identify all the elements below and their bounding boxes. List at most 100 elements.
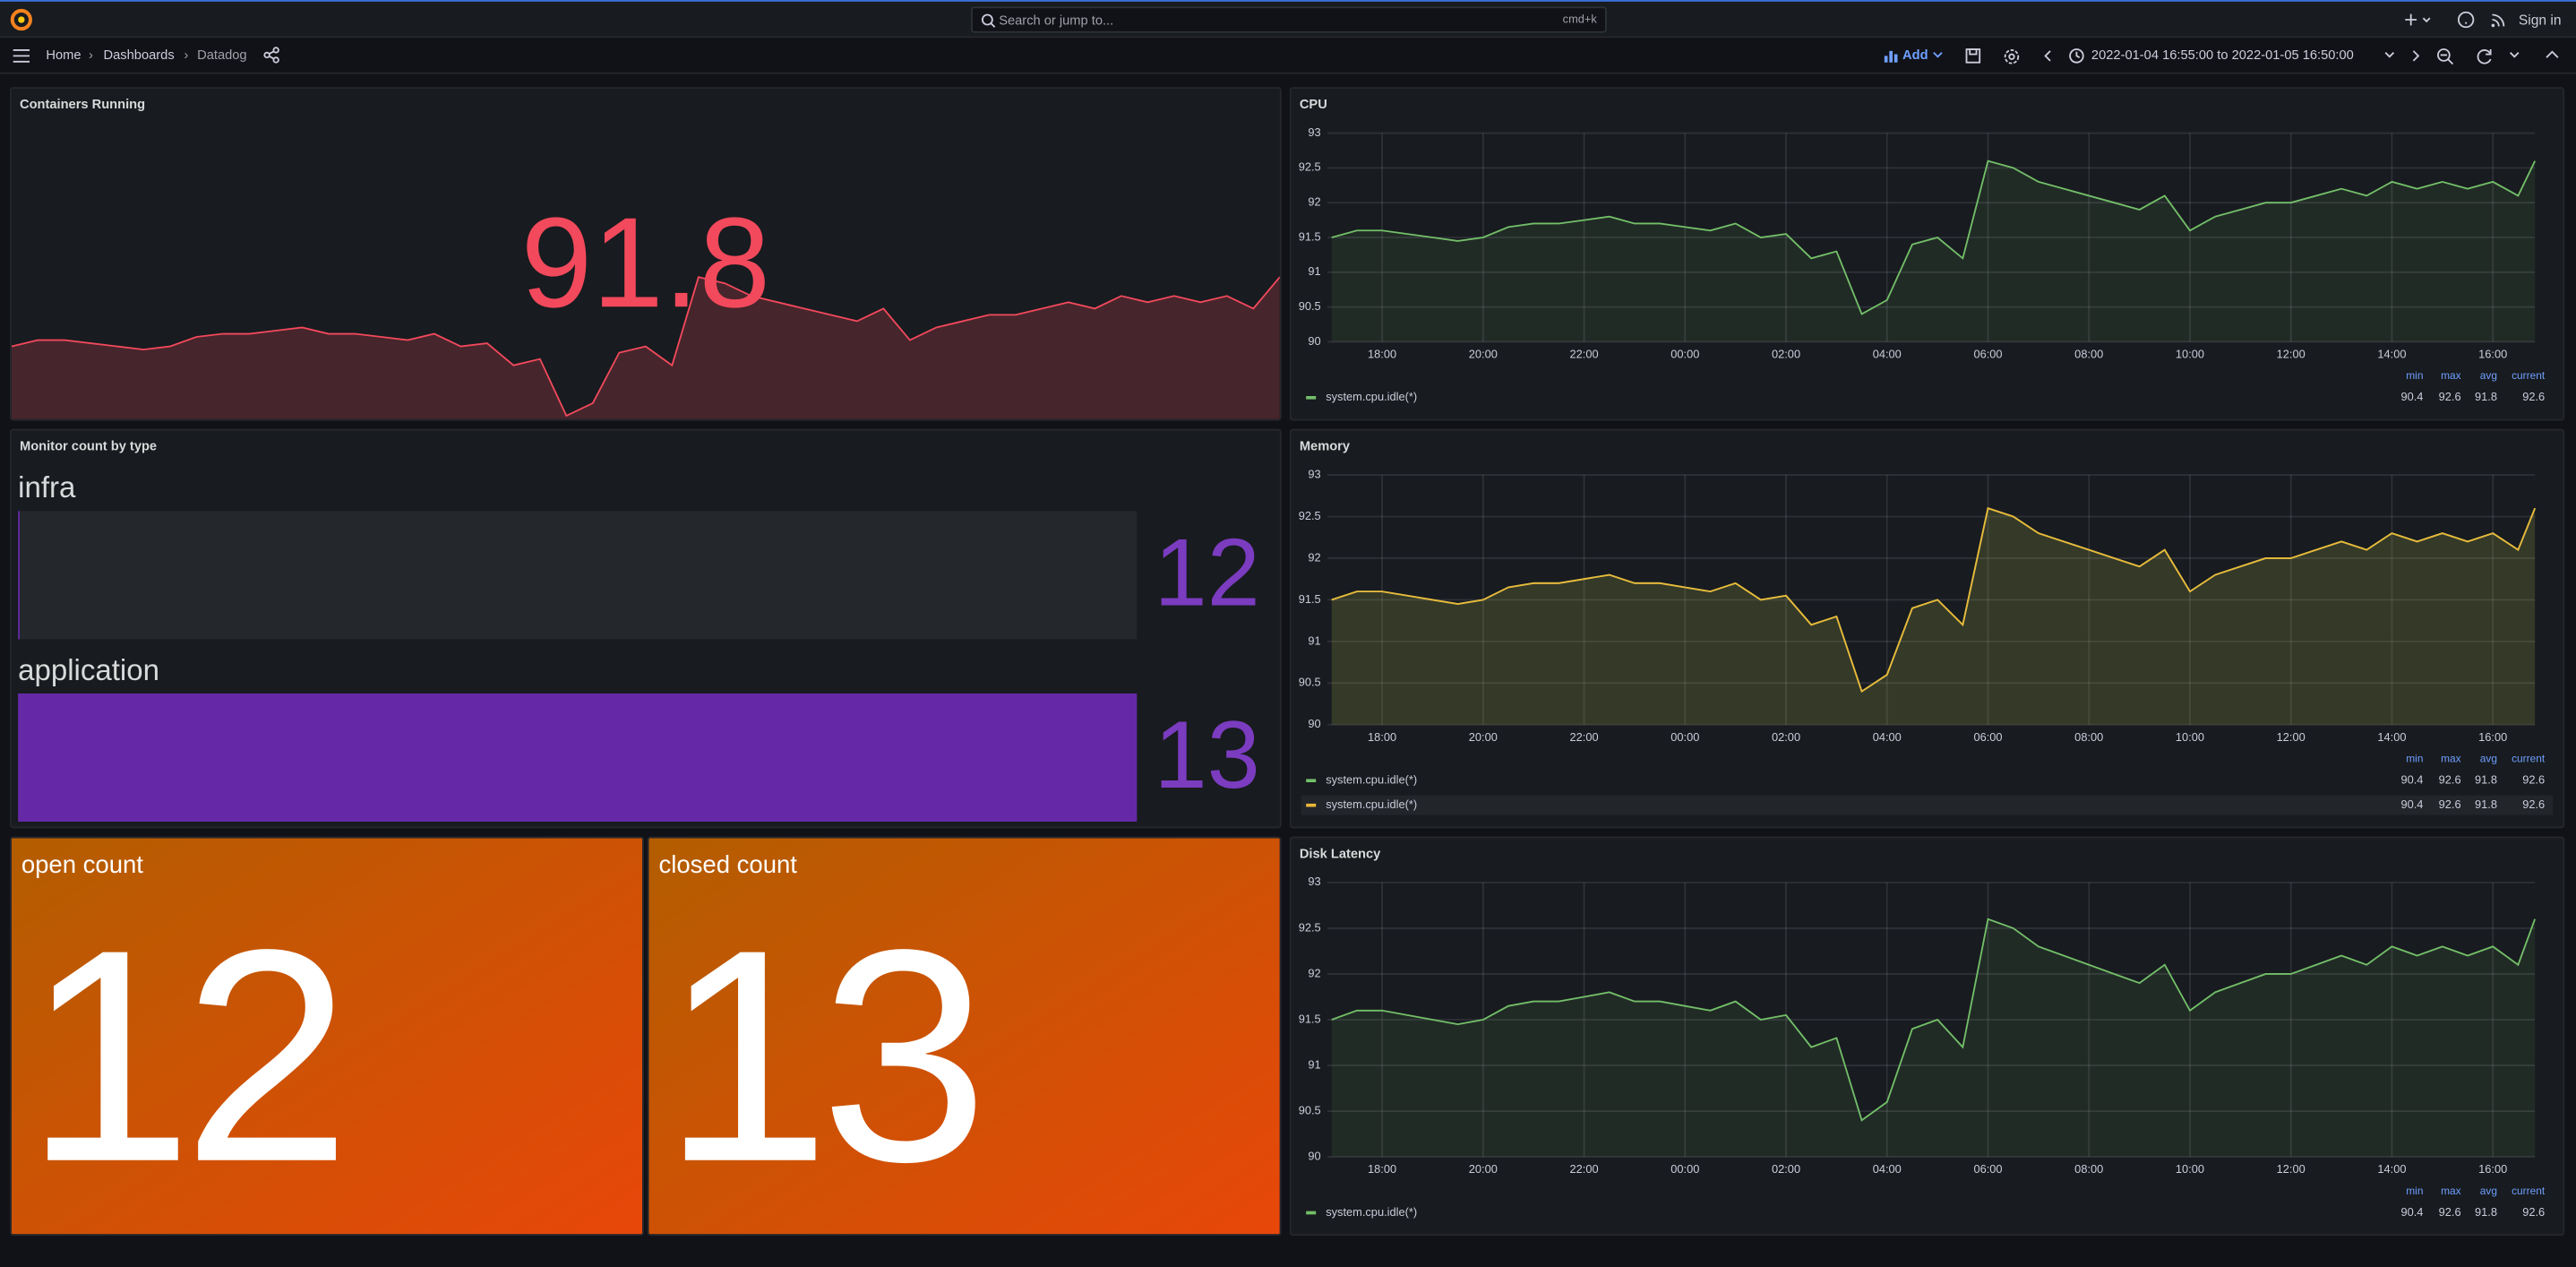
gauge-label: application xyxy=(18,653,159,686)
menu-icon[interactable] xyxy=(12,46,31,65)
panel-title: open count xyxy=(21,850,143,878)
legend-row-highlight xyxy=(1301,795,2554,815)
x-tick-label: 20:00 xyxy=(1469,730,1498,744)
add-caret xyxy=(1933,52,1943,58)
panel: Containers Running 91.8 xyxy=(10,87,1282,421)
panel-title: Containers Running xyxy=(20,98,145,112)
share-icon[interactable] xyxy=(262,46,280,64)
x-tick-label: 04:00 xyxy=(1873,1162,1902,1176)
legend-header: avg xyxy=(2480,1185,2497,1197)
legend-stat: 92.6 xyxy=(2522,1205,2545,1219)
time-range[interactable]: 2022-01-04 16:55:00 to 2022-01-05 16:50:… xyxy=(2091,47,2354,63)
panel-chart: Memory 90 90.5 91 91.5 92 92.5 93 18:00 20:00 22:0… xyxy=(1299,440,2554,815)
legend-header: min xyxy=(2406,1185,2423,1197)
x-tick-label: 06:00 xyxy=(1973,348,2002,361)
y-tick-label: 91 xyxy=(1308,264,1320,278)
x-tick-label: 18:00 xyxy=(1368,730,1396,744)
y-tick-label: 90 xyxy=(1308,334,1320,348)
panel-title: Memory xyxy=(1300,440,1351,454)
breadcrumb-separator: › xyxy=(89,47,93,63)
panel-title: CPU xyxy=(1300,98,1327,112)
stat-value: 13 xyxy=(662,886,978,1225)
panel-chart: Disk Latency 90 90.5 91 91.5 92 92.5 93 18:00 20:… xyxy=(1299,848,2546,1219)
panel: Disk Latency 90 90.5 91 91.5 92 92.5 93 18:00 20:… xyxy=(1289,836,2565,1237)
y-tick-label: 91.5 xyxy=(1299,229,1321,243)
series-area xyxy=(1331,160,2536,342)
refresh-caret[interactable] xyxy=(2509,51,2520,59)
series-area xyxy=(1331,918,2536,1158)
x-tick-label: 12:00 xyxy=(2277,1162,2306,1176)
x-tick-label: 10:00 xyxy=(2176,1162,2204,1176)
panel-chart: Containers Running 91.8 xyxy=(11,98,1280,419)
logo[interactable] xyxy=(10,8,33,31)
legend-stat: 92.6 xyxy=(2522,773,2545,787)
legend-header: avg xyxy=(2480,369,2497,382)
x-tick-label: 02:00 xyxy=(1772,730,1800,744)
legend-name[interactable]: system.cpu.idle(*) xyxy=(1326,797,1417,811)
x-tick-label: 18:00 xyxy=(1368,348,1396,361)
panel: Monitor count by type infra 12 application 1… xyxy=(10,428,1282,829)
legend-stat: 91.8 xyxy=(2475,773,2497,787)
add-button[interactable]: Add xyxy=(1902,47,1928,63)
search-placeholder: Search or jump to... xyxy=(999,13,1114,29)
gauge-value: 12 xyxy=(1155,519,1260,625)
legend-name[interactable]: system.cpu.idle(*) xyxy=(1326,773,1417,787)
search-box[interactable]: Search or jump to... cmd+k xyxy=(971,6,1607,33)
panel-chart: open count 12 xyxy=(11,838,643,1235)
gauge-label: infra xyxy=(18,470,76,504)
x-tick-label: 12:00 xyxy=(2277,730,2306,744)
legend-header: current xyxy=(2512,1185,2546,1197)
legend-name[interactable]: system.cpu.idle(*) xyxy=(1326,390,1417,403)
legend-header: avg xyxy=(2480,752,2497,764)
x-tick-label: 10:00 xyxy=(2176,348,2204,361)
series-area xyxy=(1331,508,2536,725)
gauge-track xyxy=(18,511,1138,640)
settings-icon[interactable] xyxy=(2003,47,2021,65)
stat-value: 12 xyxy=(25,886,341,1225)
time-caret xyxy=(2384,52,2395,58)
save-icon[interactable] xyxy=(1965,47,1981,64)
breadcrumb[interactable]: Home xyxy=(46,47,82,63)
breadcrumb[interactable]: Dashboards xyxy=(103,47,175,63)
stat-background xyxy=(648,838,1280,1235)
sign-in[interactable]: Sign in xyxy=(2518,11,2562,29)
x-tick-label: 18:00 xyxy=(1368,1162,1396,1176)
y-tick-label: 92 xyxy=(1308,966,1320,979)
help-icon[interactable] xyxy=(2456,10,2476,30)
toolbar: Home › Dashboards › Datadog Add 2022-01-… xyxy=(0,38,2576,74)
y-tick-label: 93 xyxy=(1308,467,1320,480)
new-menu[interactable] xyxy=(2402,10,2435,30)
legend-name[interactable]: system.cpu.idle(*) xyxy=(1326,1205,1417,1219)
time-back[interactable] xyxy=(2042,49,2054,63)
x-tick-label: 00:00 xyxy=(1670,730,1699,744)
series-line xyxy=(1331,507,2537,694)
news-icon[interactable] xyxy=(2489,10,2509,30)
zoom-out[interactable] xyxy=(2436,47,2454,65)
collapse[interactable] xyxy=(2545,49,2560,61)
panel-title: Monitor count by type xyxy=(20,440,157,454)
legend-header: current xyxy=(2512,369,2546,382)
refresh[interactable] xyxy=(2476,47,2494,65)
legend-stat: 91.8 xyxy=(2475,1205,2497,1219)
panel-chart: CPU 90 90.5 91 91.5 92 92.5 93 18:00 20:00 22:00 00… xyxy=(1299,98,2546,403)
gauge-bar xyxy=(18,511,21,640)
y-tick-label: 90 xyxy=(1308,717,1320,730)
gauge-value: 13 xyxy=(1155,702,1260,808)
legend-stat: 91.8 xyxy=(2475,390,2497,403)
series-line xyxy=(1331,159,2536,315)
sparkline xyxy=(11,276,1280,418)
x-tick-label: 20:00 xyxy=(1469,348,1498,361)
legend-stat: 90.4 xyxy=(2400,390,2423,403)
x-tick-label: 02:00 xyxy=(1772,1162,1800,1176)
y-tick-label: 91 xyxy=(1308,1057,1320,1071)
y-tick-label: 90.5 xyxy=(1299,1103,1321,1116)
legend-stat: 92.6 xyxy=(2439,773,2461,787)
time-forward[interactable] xyxy=(2410,49,2422,63)
x-tick-label: 04:00 xyxy=(1873,348,1902,361)
sparkline-area xyxy=(11,277,1280,419)
breadcrumb: Datadog xyxy=(197,47,247,63)
stat-value: 91.8 xyxy=(521,192,770,334)
legend-header: max xyxy=(2441,1185,2461,1197)
legend-stat: 92.6 xyxy=(2522,390,2545,403)
y-tick-label: 92 xyxy=(1308,550,1320,564)
